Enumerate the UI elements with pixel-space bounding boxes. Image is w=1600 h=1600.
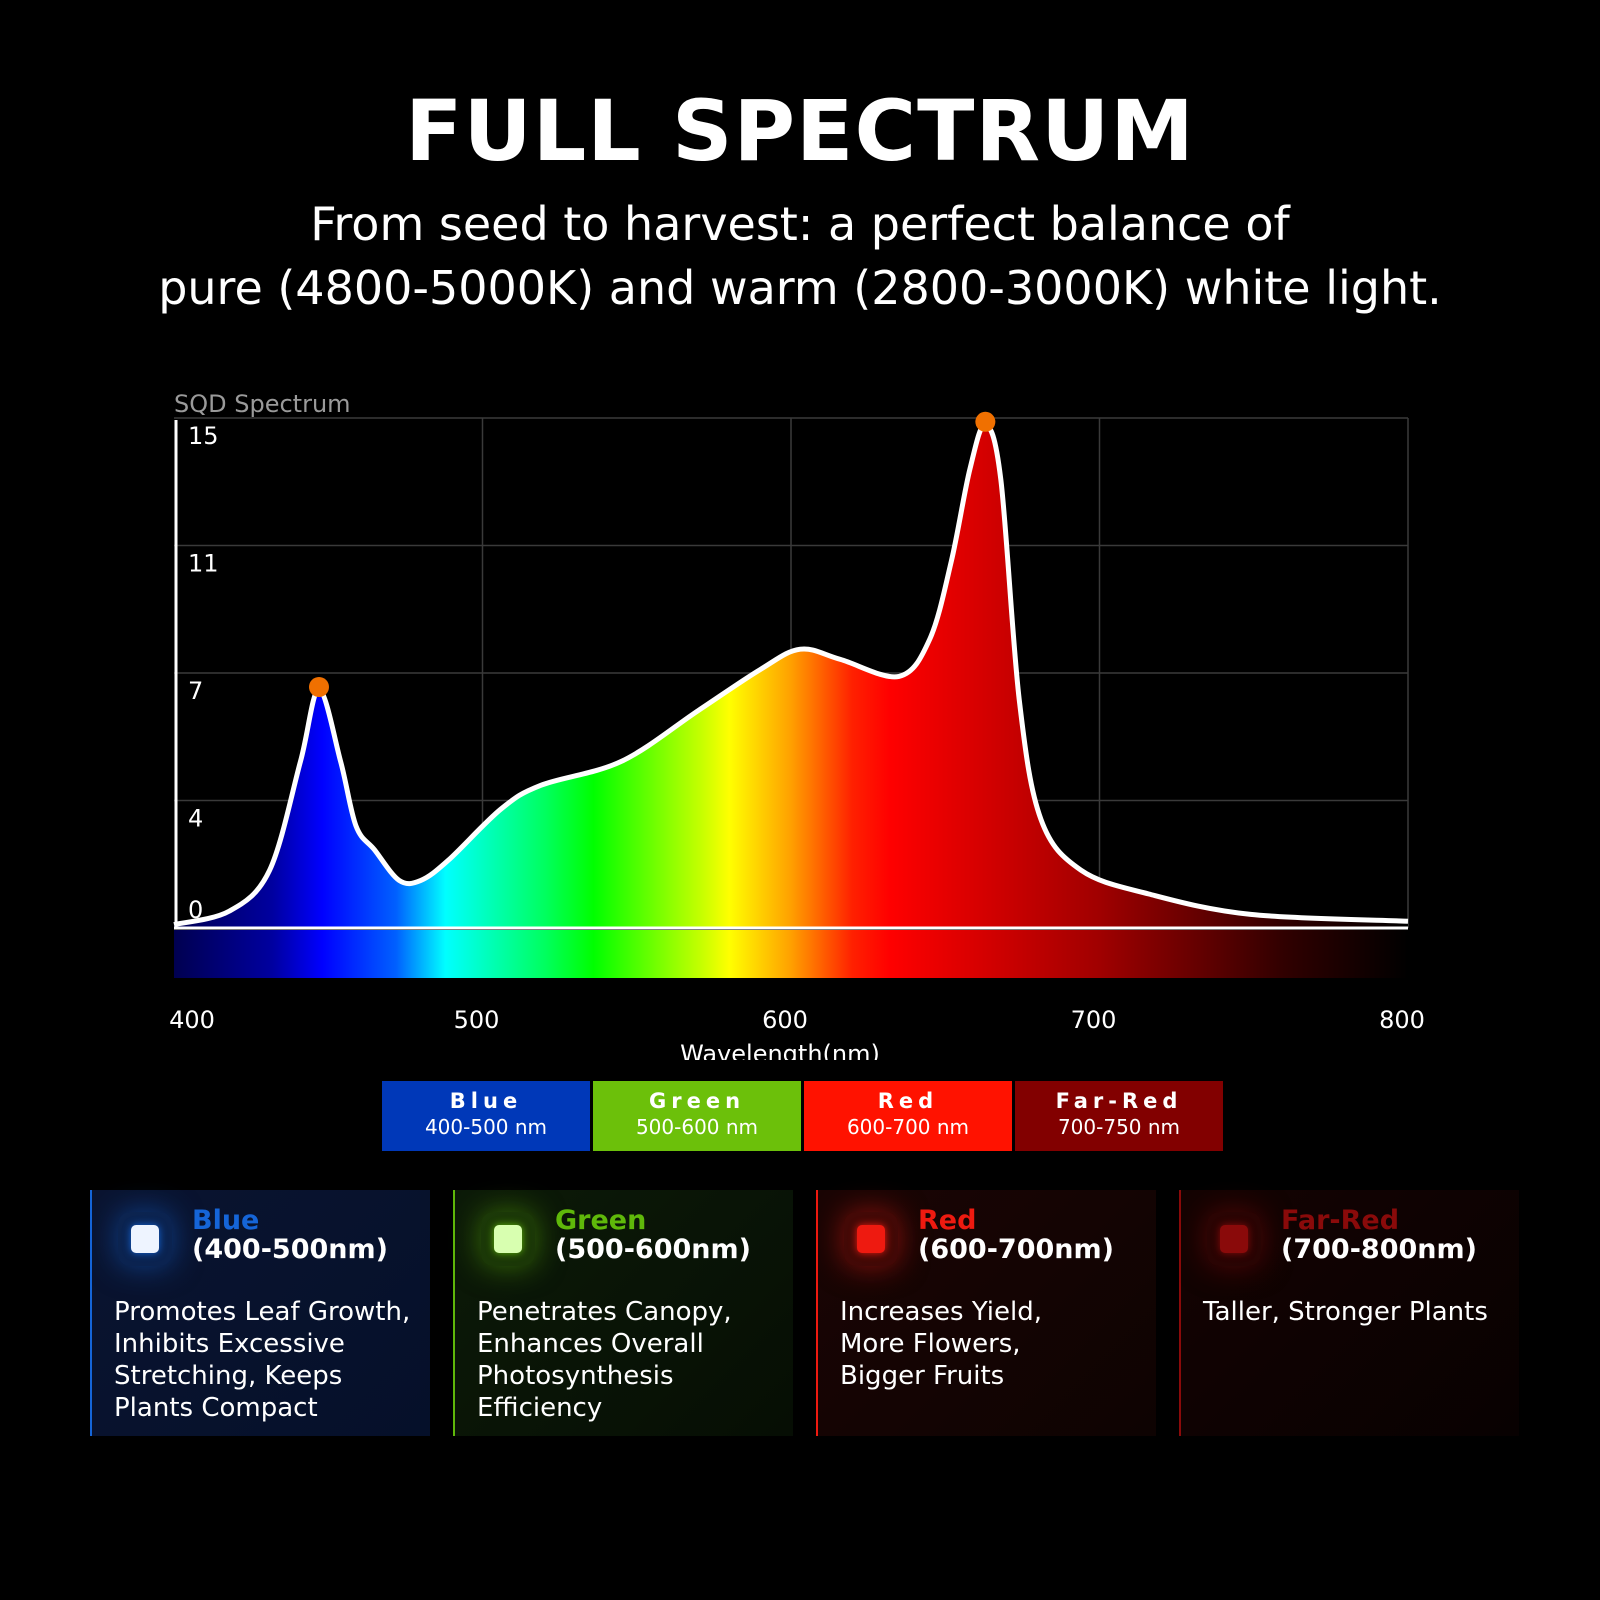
legend-range: 700-750 nm: [1057, 1115, 1181, 1139]
legend-range: 500-600 nm: [635, 1115, 759, 1139]
legend-name: Blue: [449, 1089, 523, 1113]
legend-blue: Blue 400-500 nm: [382, 1081, 590, 1151]
x-tick-label: 400: [169, 1006, 215, 1034]
card-description: Taller, Stronger Plants: [1203, 1297, 1488, 1327]
legend-name: Far-Red: [1055, 1089, 1183, 1113]
y-tick-label: 4: [188, 805, 203, 833]
x-tick-label: 800: [1379, 1006, 1425, 1034]
red-led-icon: [844, 1212, 898, 1266]
card-title: Blue: [192, 1205, 260, 1236]
legend-far-red: Far-Red 700-750 nm: [1015, 1081, 1223, 1151]
y-tick-label: 0: [188, 896, 203, 924]
y-tick-label: 7: [188, 677, 203, 705]
card-blue: Blue (400-500nm) Promotes Leaf Growth, I…: [90, 1190, 430, 1436]
band-legend: Blue 400-500 nm Green 500-600 nm Red 600-700 …: [382, 1081, 1223, 1151]
legend-name: Green: [648, 1089, 746, 1113]
card-description: Promotes Leaf Growth, Inhibits Excessive…: [114, 1297, 411, 1423]
x-tick-label: 700: [1071, 1006, 1117, 1034]
legend-range: 400-500 nm: [424, 1115, 548, 1139]
peak-marker: [308, 677, 329, 697]
far-red-led-icon: [1207, 1212, 1261, 1266]
card-title: Green: [555, 1205, 647, 1236]
chart-title: SQD Spectrum: [174, 390, 351, 418]
x-tick-label: 600: [762, 1006, 808, 1034]
card-red: Red (600-700nm) Increases Yield, More Fl…: [816, 1190, 1156, 1436]
spectrum-area: [174, 424, 1408, 928]
subtitle-line-1: From seed to harvest: a perfect balance …: [310, 197, 1290, 251]
page-title: FULL SPECTRUM: [405, 82, 1195, 180]
spectrum-chart: SQD Spectrum 0 4 7 11 15 400 500 600 700 800 Wave…: [169, 390, 1425, 1060]
x-tick-label: 500: [454, 1006, 500, 1034]
peak-marker: [975, 411, 996, 432]
card-far-red: Far-Red (700-800nm) Taller, Stronger Pla…: [1179, 1190, 1519, 1436]
subtitle-line-2: pure (4800-5000K) and warm (2800-3000K) …: [158, 261, 1442, 315]
green-led-icon: [481, 1212, 535, 1266]
legend-green: Green 500-600 nm: [593, 1081, 801, 1151]
y-tick-label: 11: [188, 550, 219, 578]
legend-range: 600-700 nm: [846, 1115, 970, 1139]
card-description: Penetrates Canopy, Enhances Overall Phot…: [477, 1297, 732, 1423]
card-range: (700-800nm): [1281, 1234, 1477, 1265]
blue-led-icon: [118, 1212, 172, 1266]
page-subtitle: From seed to harvest: a perfect balance …: [0, 192, 1600, 320]
card-description: Increases Yield, More Flowers, Bigger Fr…: [840, 1297, 1043, 1391]
spectrum-line: [173, 422, 1409, 928]
card-title: Red: [918, 1205, 977, 1236]
spectrum-color-bar: [174, 930, 1408, 978]
legend-name: Red: [877, 1089, 939, 1113]
y-tick-label: 15: [188, 422, 219, 450]
card-range: (600-700nm): [918, 1234, 1114, 1265]
card-range: (400-500nm): [192, 1234, 388, 1265]
card-green: Green (500-600nm) Penetrates Canopy, Enh…: [453, 1190, 793, 1436]
card-range: (500-600nm): [555, 1234, 751, 1265]
card-title: Far-Red: [1281, 1205, 1400, 1236]
legend-red: Red 600-700 nm: [804, 1081, 1012, 1151]
x-axis-label: Wavelength(nm): [680, 1040, 880, 1060]
